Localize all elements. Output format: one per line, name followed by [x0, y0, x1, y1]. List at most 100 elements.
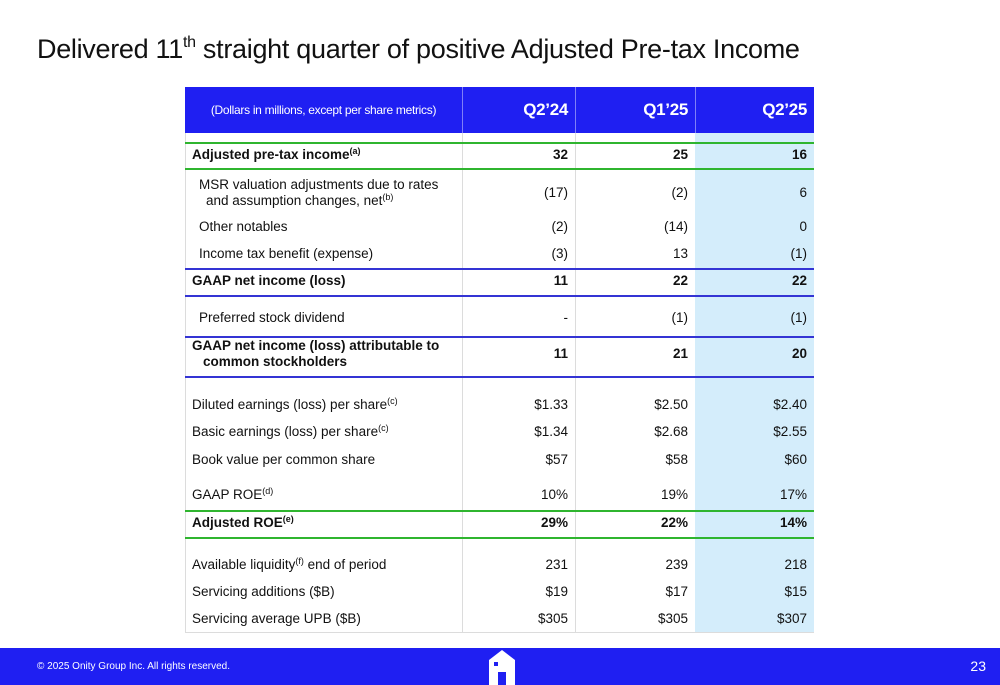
logo: [489, 650, 515, 685]
label-text: common stockholders: [203, 354, 348, 369]
cell-value: (14): [663, 219, 688, 234]
cell-value: (2): [551, 219, 569, 234]
label-footnote: (a): [349, 146, 361, 156]
row-rule: [185, 168, 814, 170]
slide-title: Delivered 11th straight quarter of posit…: [37, 34, 800, 65]
cell-value: $307: [776, 611, 807, 626]
cell-value: $305: [657, 611, 688, 626]
label-text: and assumption changes, net: [206, 193, 383, 208]
label-footnote: (c): [387, 396, 398, 406]
row-rule: [185, 510, 814, 512]
row-label: Book value per common share: [192, 452, 375, 468]
row-label: GAAP net income (loss) attributable to: [192, 338, 439, 354]
cell-value: $1.33: [534, 397, 568, 412]
column-header: Q2’24: [462, 87, 575, 133]
row-label: Servicing average UPB ($B): [192, 611, 361, 627]
label-text: Adjusted pre-tax income: [192, 147, 350, 162]
label-text: Book value per common share: [192, 452, 376, 467]
page-number: 23: [970, 658, 986, 674]
row-label: Income tax benefit (expense): [199, 246, 373, 262]
cell-value: $17: [665, 584, 688, 599]
title-text: straight quarter of positive Adjusted Pr…: [195, 34, 800, 64]
cell-value: 13: [672, 246, 688, 261]
cell-value: 16: [791, 147, 807, 162]
highlight-column: [695, 133, 814, 633]
cell-value: $305: [537, 611, 568, 626]
column-header: (Dollars in millions, except per share m…: [185, 87, 462, 133]
title-text: Delivered 11: [37, 34, 183, 64]
label-text: Other notables: [199, 219, 288, 234]
label-text: Available liquidity: [192, 557, 296, 572]
label-footnote: (b): [382, 192, 394, 202]
label-text: Adjusted ROE: [192, 515, 283, 530]
cell-value: 20: [791, 346, 807, 361]
label-footnote: (c): [378, 423, 389, 433]
cell-value: 11: [553, 273, 568, 288]
column-header: Q2’25: [695, 87, 814, 133]
row-rule: [185, 268, 814, 270]
cell-value: (17): [543, 185, 568, 200]
cell-value: $19: [545, 584, 568, 599]
label-footnote: (e): [282, 514, 294, 524]
cell-value: 21: [672, 346, 688, 361]
cell-value: (3): [551, 246, 569, 261]
cell-value: 22: [672, 273, 688, 288]
cell-value: $1.34: [534, 424, 568, 439]
cell-value: 0: [799, 219, 807, 234]
cell-value: $60: [784, 452, 807, 467]
row-label: and assumption changes, net(b): [206, 193, 393, 209]
cell-value: $2.55: [773, 424, 807, 439]
cell-value: 231: [545, 557, 568, 572]
cell-value: 218: [784, 557, 807, 572]
cell-value: 22: [791, 273, 807, 288]
cell-value: 22%: [660, 515, 688, 530]
label-text: GAAP net income (loss): [192, 273, 346, 288]
label-text: GAAP net income (loss) attributable to: [192, 338, 440, 353]
label-footnote: (f): [295, 556, 304, 566]
label-text: end of period: [303, 557, 387, 572]
label-text: GAAP ROE: [192, 487, 263, 502]
row-label: GAAP net income (loss): [192, 273, 346, 289]
cell-value: 19%: [660, 487, 688, 502]
label-text: Preferred stock dividend: [199, 310, 345, 325]
row-label: Other notables: [199, 219, 288, 235]
cell-value: 29%: [540, 515, 568, 530]
cell-value: (1): [790, 310, 808, 325]
row-label: common stockholders: [203, 354, 347, 370]
label-text: Income tax benefit (expense): [199, 246, 374, 261]
row-label: GAAP ROE(d): [192, 487, 273, 503]
label-text: Diluted earnings (loss) per share: [192, 397, 388, 412]
row-label: Diluted earnings (loss) per share(c): [192, 397, 398, 413]
cell-value: 14%: [779, 515, 807, 530]
cell-value: (1): [790, 246, 808, 261]
table-border: [185, 632, 814, 633]
cell-value: 25: [672, 147, 688, 162]
copyright: © 2025 Onity Group Inc. All rights reser…: [37, 661, 231, 672]
column-divider: [462, 133, 463, 633]
row-label: Basic earnings (loss) per share(c): [192, 424, 389, 440]
cell-value: 32: [552, 147, 568, 162]
row-label: MSR valuation adjustments due to rates: [199, 177, 438, 193]
cell-value: $15: [784, 584, 807, 599]
cell-value: 239: [665, 557, 688, 572]
cell-value: $58: [665, 452, 688, 467]
row-rule: [185, 336, 814, 338]
row-rule: [185, 376, 814, 378]
row-label: Preferred stock dividend: [199, 310, 345, 326]
label-text: Basic earnings (loss) per share: [192, 424, 379, 439]
cell-value: (1): [671, 310, 689, 325]
table-border: [185, 133, 186, 633]
cell-value: $2.68: [654, 424, 688, 439]
row-rule: [185, 142, 814, 144]
cell-value: 17%: [779, 487, 807, 502]
row-label: Adjusted pre-tax income(a): [192, 147, 361, 163]
cell-value: -: [563, 310, 569, 325]
row-label: Adjusted ROE(e): [192, 515, 294, 531]
cell-value: 10%: [540, 487, 568, 502]
cell-value: 6: [799, 185, 807, 200]
label-footnote: (d): [262, 486, 274, 496]
cell-value: (2): [671, 185, 689, 200]
cell-value: $57: [545, 452, 568, 467]
title-sup: th: [182, 34, 196, 51]
